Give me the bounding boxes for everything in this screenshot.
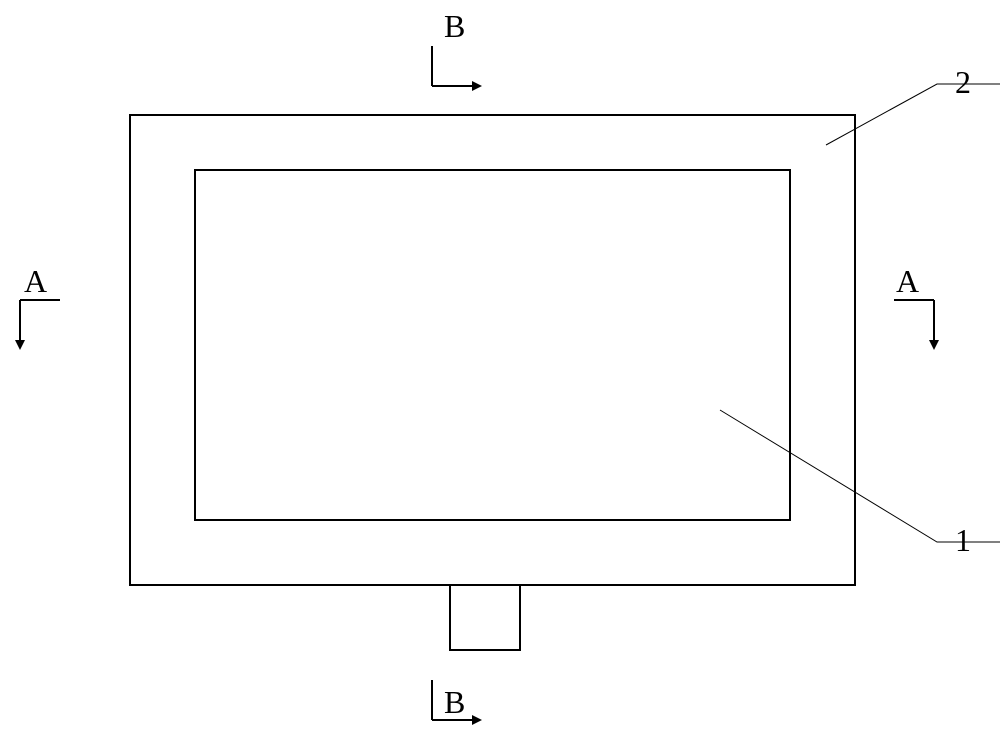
section-label-b-bottom: B <box>444 684 465 721</box>
bottom-tab <box>450 585 520 650</box>
callout-label-2: 2 <box>955 64 971 101</box>
outer-frame <box>130 115 855 585</box>
callout-label-1: 1 <box>955 522 971 559</box>
diagram-canvas <box>0 0 1000 756</box>
section-label-a-left: A <box>24 263 47 300</box>
section-label-a-right: A <box>896 263 919 300</box>
inner-panel <box>195 170 790 520</box>
section-label-b-top: B <box>444 8 465 45</box>
